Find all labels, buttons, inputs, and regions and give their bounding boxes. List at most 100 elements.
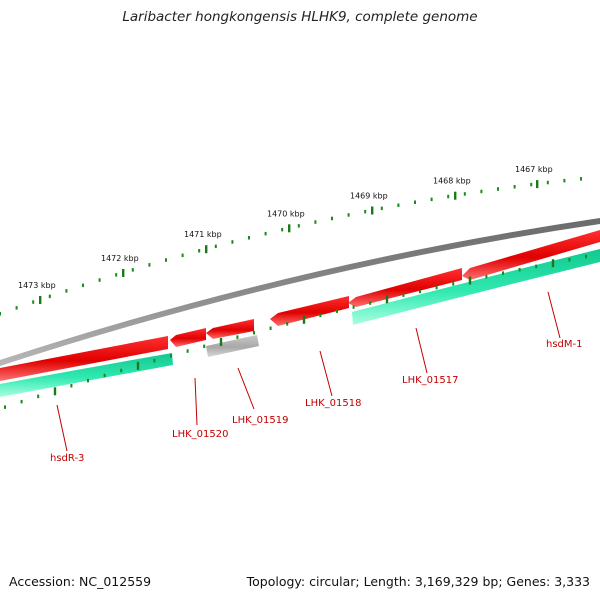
ruler-minor-tick bbox=[65, 289, 68, 293]
ruler-minor-tick bbox=[414, 200, 416, 204]
lower-minor-tick bbox=[402, 293, 405, 297]
lower-minor-tick bbox=[485, 274, 488, 279]
lower-minor-tick bbox=[369, 301, 372, 305]
lower-minor-tick bbox=[336, 309, 338, 313]
ruler-major-tick bbox=[288, 224, 291, 233]
ruler-minor-tick bbox=[181, 253, 184, 258]
ruler-label: 1468 kbp bbox=[433, 177, 471, 186]
ruler-minor-tick bbox=[347, 213, 350, 217]
ruler-label: 1472 kbp bbox=[101, 254, 139, 263]
ruler-minor-tick bbox=[248, 236, 250, 240]
lower-major-tick bbox=[219, 338, 223, 346]
lower-minor-tick bbox=[319, 313, 322, 318]
lower-minor-tick bbox=[170, 354, 172, 358]
lower-major-tick bbox=[385, 295, 389, 304]
ruler-minor-tick bbox=[563, 178, 566, 183]
ruler-minor-tick bbox=[380, 206, 383, 211]
cds-arrow-hsdM-1[interactable] bbox=[462, 230, 600, 280]
ruler-minor-tick bbox=[0, 312, 1, 316]
lower-minor-tick bbox=[286, 322, 289, 326]
cds-arrow-LHK_01518[interactable] bbox=[270, 296, 349, 326]
lower-minor-tick bbox=[535, 264, 538, 269]
gene-bar-right[interactable] bbox=[352, 249, 600, 325]
leader-LHK_01517 bbox=[415, 327, 428, 374]
ruler-minor-tick bbox=[314, 220, 317, 224]
ruler-minor-tick bbox=[397, 203, 400, 207]
ruler-minor-tick bbox=[148, 263, 151, 267]
lower-tick-track bbox=[4, 254, 587, 409]
leader-LHK_01520 bbox=[194, 377, 198, 426]
leader-hsdM-1 bbox=[547, 291, 561, 339]
lower-major-tick bbox=[302, 315, 306, 324]
gene-track bbox=[0, 249, 600, 397]
ruler-minor-tick bbox=[580, 177, 582, 181]
cds-arrow-LHK_01520[interactable] bbox=[170, 328, 206, 347]
lower-major-tick bbox=[551, 259, 555, 268]
lower-minor-tick bbox=[103, 373, 106, 378]
ruler-minor-tick bbox=[214, 244, 217, 249]
leader-hsdR-3 bbox=[56, 404, 68, 452]
lower-minor-tick bbox=[37, 394, 40, 399]
lower-major-tick bbox=[468, 276, 472, 285]
ruler-minor-tick bbox=[463, 192, 466, 196]
pseudogene-segment[interactable] bbox=[206, 335, 259, 357]
ruler-minor-tick bbox=[115, 273, 118, 277]
cds-arrow-hsdR-3[interactable] bbox=[0, 336, 168, 381]
ruler-minor-tick bbox=[364, 209, 367, 214]
gene-label-hsdM-1[interactable]: hsdM-1 bbox=[546, 339, 583, 350]
ruler-major-tick bbox=[536, 180, 539, 189]
lower-major-tick bbox=[53, 387, 57, 396]
ruler-major-tick bbox=[371, 206, 374, 215]
ruler-minor-tick bbox=[264, 231, 267, 236]
lower-minor-tick bbox=[269, 326, 272, 330]
ruler-minor-tick bbox=[15, 306, 18, 310]
lower-minor-tick bbox=[452, 282, 455, 286]
lower-minor-tick bbox=[502, 271, 504, 275]
ruler-label: 1473 kbp bbox=[18, 281, 56, 290]
accession-text: Accession: NC_012559 bbox=[9, 574, 152, 589]
ruler-minor-tick bbox=[198, 249, 201, 253]
ruler-minor-tick bbox=[331, 216, 333, 221]
ruler-major-tick bbox=[122, 269, 125, 277]
cds-arrow-LHK_01519[interactable] bbox=[206, 319, 254, 339]
lower-minor-tick bbox=[70, 384, 73, 388]
lower-minor-tick bbox=[4, 405, 6, 409]
lower-minor-tick bbox=[186, 349, 189, 353]
ruler-minor-tick bbox=[48, 294, 51, 299]
ruler-minor-tick bbox=[82, 283, 84, 288]
gene-label-LHK_01519[interactable]: LHK_01519 bbox=[232, 415, 288, 426]
gene-bar-left[interactable] bbox=[0, 353, 173, 397]
lower-minor-tick bbox=[236, 335, 239, 339]
ruler-minor-tick bbox=[430, 197, 433, 202]
lower-minor-tick bbox=[435, 285, 438, 290]
lower-minor-tick bbox=[518, 267, 521, 272]
lower-minor-tick bbox=[87, 378, 89, 383]
ruler-label: 1469 kbp bbox=[350, 192, 388, 201]
forward-cds-track bbox=[0, 230, 600, 381]
ruler-minor-tick bbox=[480, 189, 483, 194]
gene-label-hsdR-3[interactable]: hsdR-3 bbox=[50, 453, 84, 464]
ruler-major-tick bbox=[205, 245, 208, 254]
cds-arrow-LHK_01517[interactable] bbox=[348, 268, 462, 307]
lower-minor-tick bbox=[352, 305, 355, 309]
lower-minor-tick bbox=[585, 254, 587, 259]
ruler-minor-tick bbox=[131, 268, 134, 272]
lower-minor-tick bbox=[419, 289, 421, 294]
lower-minor-tick bbox=[253, 330, 255, 335]
ruler-minor-tick bbox=[231, 240, 234, 244]
ruler-minor-tick bbox=[497, 187, 499, 191]
lower-major-tick bbox=[136, 361, 140, 370]
gene-label-LHK_01520[interactable]: LHK_01520 bbox=[172, 429, 228, 440]
ruler-minor-tick bbox=[546, 180, 549, 185]
ruler-minor-tick bbox=[297, 224, 300, 228]
gene-label-LHK_01517[interactable]: LHK_01517 bbox=[402, 375, 458, 386]
ruler-minor-tick bbox=[530, 182, 533, 187]
gene-label-LHK_01518[interactable]: LHK_01518 bbox=[305, 398, 361, 409]
ruler-label: 1467 kbp bbox=[515, 165, 553, 174]
position-ruler: 1467 kbp 1468 kbp 1469 kbp 1470 kbp 1471 kbp… bbox=[0, 165, 582, 316]
ruler-minor-tick bbox=[32, 300, 35, 304]
ruler-minor-tick bbox=[165, 258, 167, 262]
lower-minor-tick bbox=[120, 368, 123, 373]
ruler-label: 1471 kbp bbox=[184, 230, 222, 239]
